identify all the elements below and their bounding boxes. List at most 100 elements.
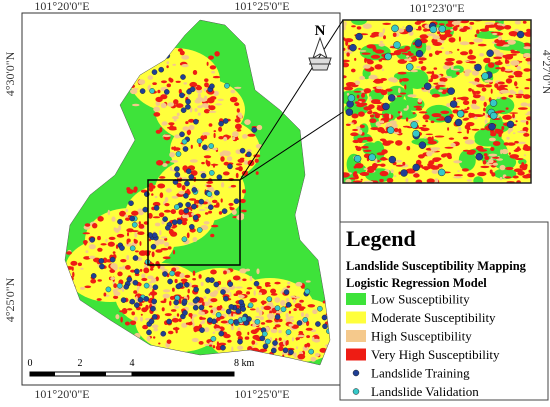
high-zone <box>183 82 188 85</box>
high-zone <box>118 266 123 270</box>
high-zone <box>312 309 318 315</box>
high-zone <box>130 88 138 95</box>
very-high-zone <box>398 115 403 118</box>
landslide-point <box>437 168 446 177</box>
very-high-zone <box>117 271 123 277</box>
high-zone <box>379 120 385 124</box>
very-high-zone <box>206 184 212 188</box>
very-high-zone <box>155 276 159 282</box>
very-high-zone <box>208 55 214 60</box>
high-zone <box>378 43 385 47</box>
landslide-point <box>117 282 123 289</box>
high-zone <box>146 335 151 342</box>
very-high-zone <box>352 171 356 178</box>
landslide-point <box>384 52 392 61</box>
very-high-zone <box>416 28 422 31</box>
high-zone <box>226 156 233 162</box>
very-high-zone <box>354 101 360 104</box>
high-zone <box>125 208 129 213</box>
high-zone <box>431 148 438 152</box>
high-zone <box>125 242 132 247</box>
high-zone <box>368 74 378 80</box>
high-zone <box>191 337 199 343</box>
high-zone <box>300 312 305 317</box>
very-high-zone <box>453 97 457 101</box>
high-zone <box>406 55 409 58</box>
very-high-zone <box>229 206 232 209</box>
high-zone <box>105 238 108 243</box>
very-high-zone <box>383 130 389 134</box>
high-zone <box>527 61 531 65</box>
very-high-zone <box>431 136 434 142</box>
very-high-zone <box>208 210 213 214</box>
landslide-point <box>259 335 266 342</box>
very-high-zone <box>249 308 256 311</box>
north-arrow: N <box>308 23 332 71</box>
very-high-zone <box>374 101 382 105</box>
very-high-zone <box>108 236 116 240</box>
very-high-zone <box>483 101 487 107</box>
high-zone <box>347 122 355 124</box>
high-zone <box>160 102 167 109</box>
very-high-zone <box>178 318 182 322</box>
high-zone <box>237 112 243 118</box>
legend-subtitle: Landslide Susceptibility Mapping <box>346 259 527 273</box>
very-high-zone <box>201 161 205 165</box>
high-zone <box>285 297 290 304</box>
high-zone <box>212 90 219 96</box>
very-high-zone <box>163 298 167 302</box>
very-high-zone <box>206 160 211 167</box>
landslide-point <box>132 279 139 286</box>
very-high-zone <box>525 120 529 125</box>
very-high-zone <box>376 152 386 156</box>
very-high-zone <box>431 93 441 98</box>
high-zone <box>192 237 198 242</box>
very-high-zone <box>522 94 531 99</box>
high-zone <box>440 47 444 49</box>
landslide-point <box>184 180 190 187</box>
very-high-zone <box>464 108 469 111</box>
landslide-point <box>382 102 390 111</box>
very-high-zone <box>234 118 241 123</box>
very-high-zone <box>439 77 448 82</box>
high-zone <box>166 61 170 65</box>
high-zone <box>200 98 207 102</box>
very-high-zone <box>494 128 499 131</box>
landslide-point <box>414 39 423 47</box>
very-high-zone <box>288 310 291 314</box>
very-high-zone <box>236 108 240 113</box>
very-high-zone <box>175 326 178 333</box>
landslide-point <box>218 120 224 127</box>
very-high-zone <box>412 112 416 115</box>
landslide-point <box>405 63 414 71</box>
high-zone <box>203 296 207 299</box>
very-high-zone <box>176 313 180 317</box>
very-high-zone <box>159 176 166 179</box>
very-high-zone <box>459 28 467 33</box>
landslide-point <box>391 24 399 33</box>
high-zone <box>394 175 397 178</box>
landslide-point <box>174 295 180 301</box>
very-high-zone <box>505 107 509 110</box>
very-high-zone <box>210 233 215 238</box>
high-zone <box>405 178 409 183</box>
very-high-zone <box>167 330 174 335</box>
landslide-point <box>109 256 116 263</box>
very-high-zone <box>421 166 432 170</box>
low-zone <box>404 83 414 103</box>
very-high-zone <box>361 92 365 98</box>
very-high-zone <box>158 212 165 218</box>
very-high-zone <box>216 341 219 347</box>
high-zone <box>163 134 171 138</box>
very-high-zone <box>457 48 460 51</box>
high-zone <box>181 322 188 328</box>
high-zone <box>189 159 198 163</box>
high-zone <box>270 328 278 334</box>
high-zone <box>164 197 169 203</box>
landslide-point <box>410 121 418 129</box>
high-zone <box>459 41 470 46</box>
very-high-zone <box>385 88 393 92</box>
very-high-zone <box>176 182 182 188</box>
very-high-zone <box>369 118 377 123</box>
very-high-zone <box>251 340 256 345</box>
